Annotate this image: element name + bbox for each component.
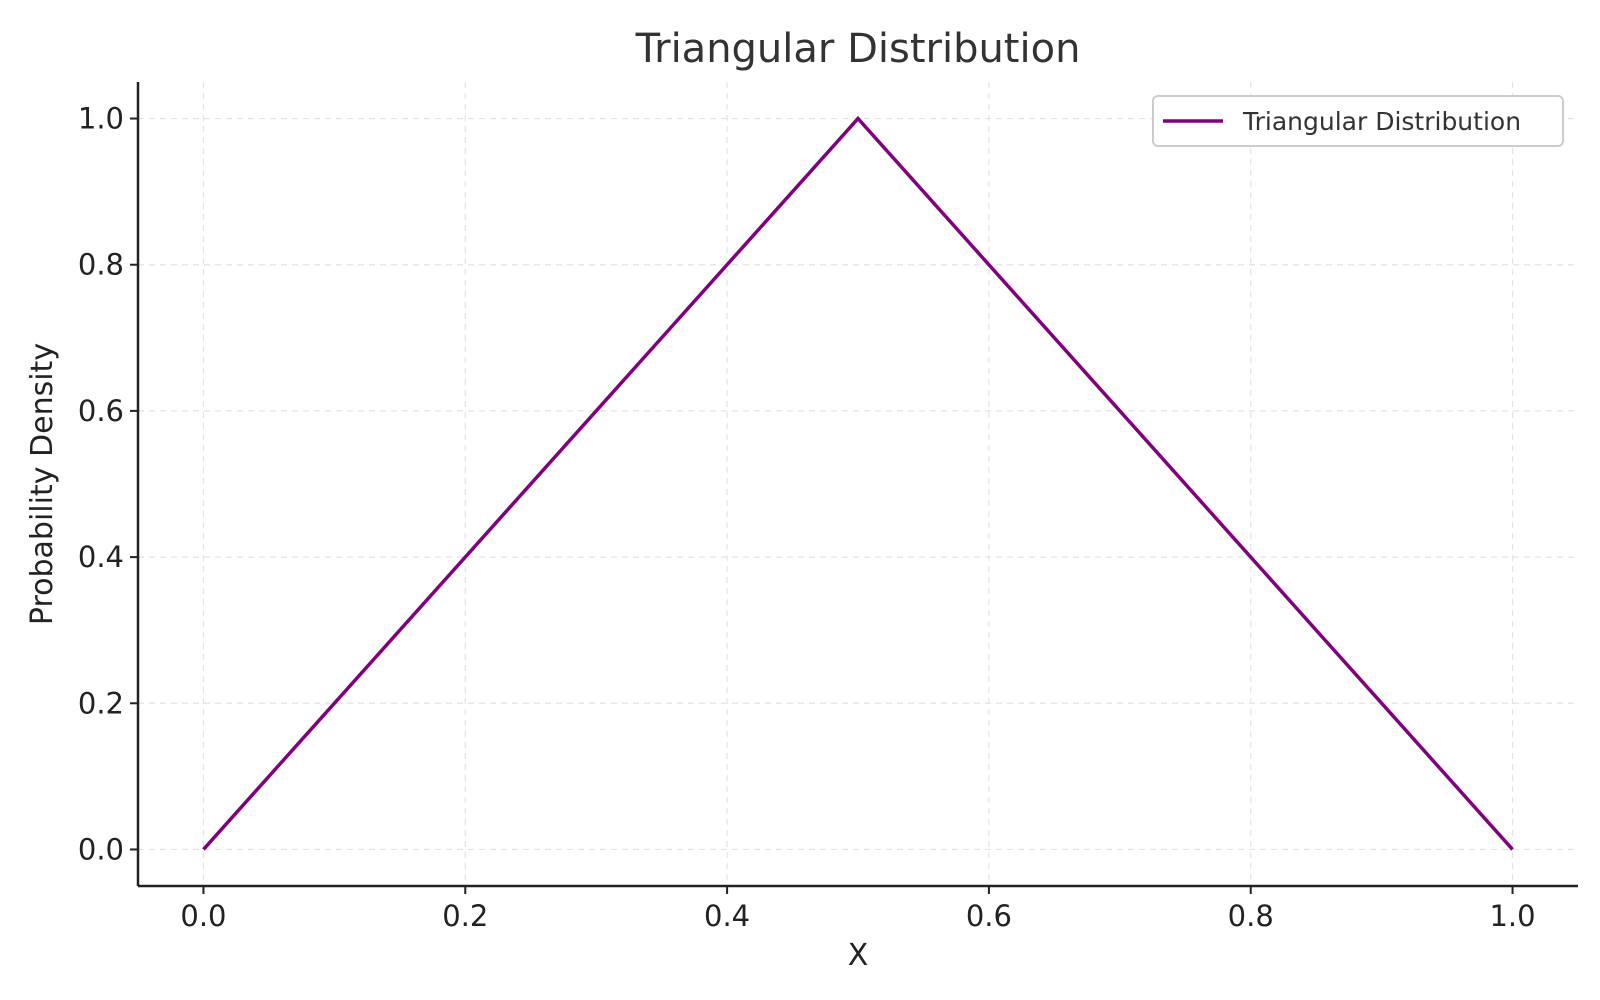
y-tick-label: 0.4	[78, 540, 124, 574]
y-tick-label: 0.6	[78, 394, 124, 428]
legend-box	[1152, 95, 1564, 147]
series-layer	[202, 115, 1514, 851]
legend-label: Triangular Distribution	[1242, 107, 1521, 136]
y-tick-label: 0.0	[78, 832, 124, 866]
y-ticks: 0.0 0.2 0.4 0.6 0.8 1.0	[78, 102, 138, 866]
chart-title: Triangular Distribution	[635, 26, 1081, 72]
x-tick-label: 0.0	[180, 899, 226, 933]
y-tick-label: 0.2	[78, 686, 124, 720]
axes	[136, 82, 1578, 888]
x-tick-label: 0.4	[704, 899, 750, 933]
x-tick-label: 0.6	[966, 899, 1012, 933]
x-tick-label: 0.2	[442, 899, 488, 933]
legend: Triangular Distribution	[1152, 95, 1564, 147]
series-line	[202, 115, 1514, 851]
grid-lines	[138, 82, 1578, 886]
x-tick-label: 0.8	[1228, 899, 1274, 933]
x-tick-label: 1.0	[1489, 899, 1535, 933]
y-axis-label: Probability Density	[25, 343, 60, 625]
x-axis-label: X	[848, 938, 869, 973]
y-tick-label: 1.0	[78, 102, 124, 136]
x-ticks: 0.0 0.2 0.4 0.6 0.8 1.0	[180, 886, 1536, 933]
y-tick-label: 0.8	[78, 248, 124, 282]
